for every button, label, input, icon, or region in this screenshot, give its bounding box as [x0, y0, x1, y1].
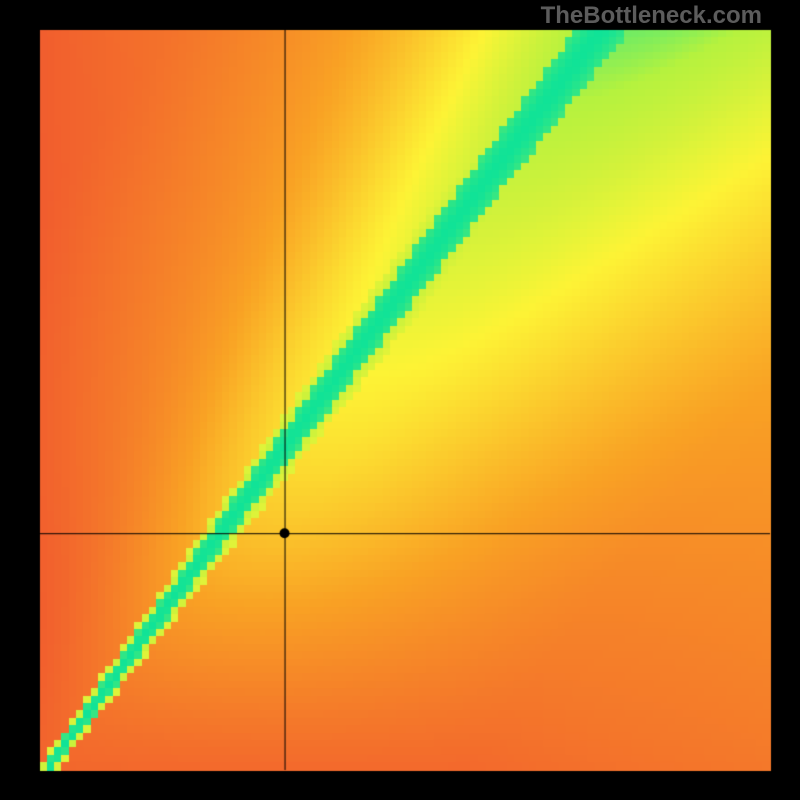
bottleneck-heatmap — [0, 0, 800, 800]
watermark-text: TheBottleneck.com — [541, 2, 762, 30]
